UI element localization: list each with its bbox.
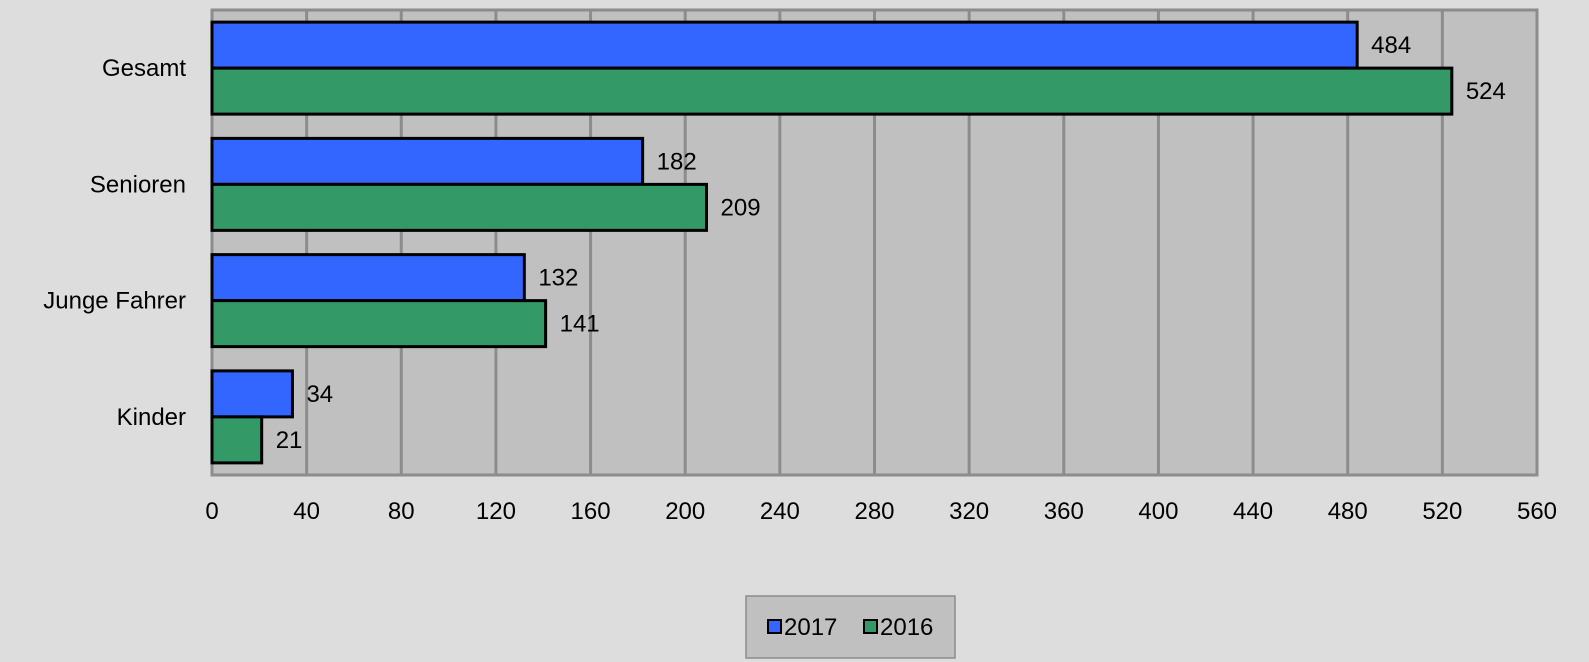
x-tick-label: 80 [388,498,415,525]
data-label: 21 [276,427,303,454]
data-label: 209 [721,194,761,221]
legend: 2017 2016 [745,595,956,659]
x-tick-label: 240 [760,498,800,525]
data-label: 524 [1466,78,1506,105]
category-labels: Gesamt Senioren Junge Fahrer Kinder [43,55,186,431]
data-label: 182 [657,148,697,175]
x-tick-label: 560 [1517,498,1557,525]
bar-2017-gesamt [210,20,1359,70]
x-tick-label: 280 [854,498,894,525]
bar-2016-gesamt [210,66,1454,116]
bar-2016-senioren [210,182,709,232]
category-label: Senioren [90,171,186,198]
x-tick-label: 480 [1328,498,1368,525]
x-tick-label: 40 [293,498,320,525]
bar-2017-senioren [210,136,645,186]
x-tick-label: 520 [1422,498,1462,525]
bar-2016-kinder [210,415,264,465]
x-tick-label: 320 [949,498,989,525]
bar-2017-junge-fahrer [210,253,526,303]
x-tick-label: 400 [1138,498,1178,525]
data-label: 484 [1371,32,1411,59]
bar-2016-junge-fahrer [210,299,548,349]
x-axis-ticks: 0 40 80 120 160 200 240 280 320 360 400 440 480 520 56… [205,498,1557,525]
bars [210,20,1454,465]
data-label: 132 [538,265,578,292]
category-label: Junge Fahrer [43,288,186,315]
legend-label: 2016 [880,614,933,641]
legend-label: 2017 [784,614,837,641]
legend-swatch [863,619,878,634]
x-tick-label: 440 [1233,498,1273,525]
bar-2017-kinder [210,369,294,419]
category-label: Kinder [117,404,186,431]
x-tick-label: 120 [476,498,516,525]
data-label: 34 [306,381,333,408]
x-tick-label: 160 [571,498,611,525]
category-label: Gesamt [102,55,186,82]
data-label: 141 [560,311,600,338]
plot-border [210,8,1539,477]
x-tick-label: 360 [1044,498,1084,525]
legend-swatch [767,619,782,634]
x-tick-label: 0 [205,498,218,525]
x-tick-label: 200 [665,498,705,525]
